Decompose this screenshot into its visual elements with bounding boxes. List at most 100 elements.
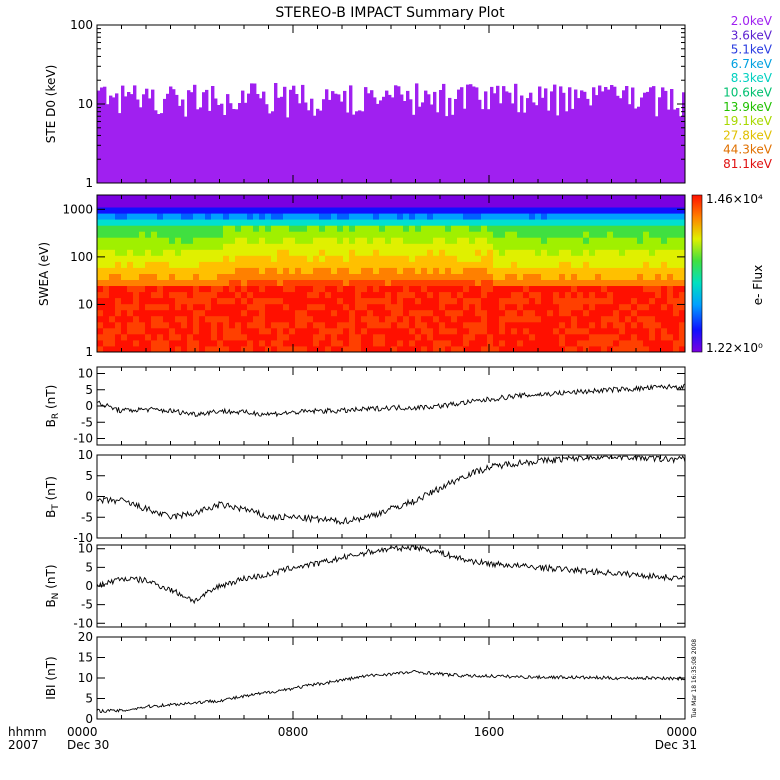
swea-cell	[541, 219, 548, 226]
swea-cell	[121, 201, 128, 208]
swea-cell	[517, 249, 524, 256]
swea-cell	[445, 303, 452, 311]
swea-cell	[643, 303, 650, 311]
swea-cell	[625, 327, 632, 335]
swea-cell	[433, 249, 440, 256]
swea-cell	[409, 195, 416, 202]
swea-cell	[169, 315, 176, 323]
swea-cell	[175, 213, 182, 220]
ste-bar	[121, 85, 125, 183]
swea-cell	[271, 339, 278, 347]
swea-cell	[367, 315, 374, 323]
swea-cell	[607, 333, 614, 341]
ste-bar	[466, 84, 470, 183]
swea-cell	[463, 346, 470, 353]
swea-cell	[265, 321, 272, 329]
swea-cell	[301, 309, 308, 317]
swea-cell	[187, 261, 194, 268]
swea-cell	[541, 339, 548, 347]
swea-cell	[547, 219, 554, 226]
swea-cell	[211, 333, 218, 341]
swea-cell	[217, 219, 224, 226]
ste-bar	[586, 98, 590, 183]
swea-cell	[529, 267, 536, 274]
swea-cell	[367, 195, 374, 202]
swea-cell	[565, 255, 572, 262]
swea-cell	[415, 195, 422, 202]
ste-bar	[325, 89, 329, 183]
swea-cell	[163, 297, 170, 305]
swea-cell	[661, 273, 668, 280]
swea-cell	[397, 207, 404, 214]
swea-cell	[595, 297, 602, 305]
swea-cell	[379, 339, 386, 347]
swea-cell	[199, 219, 206, 226]
swea-cell	[559, 315, 566, 323]
swea-cell	[517, 321, 524, 329]
swea-cell	[337, 285, 344, 293]
swea-cell	[379, 201, 386, 208]
swea-cell	[391, 333, 398, 341]
swea-cell	[559, 291, 566, 299]
swea-cell	[601, 255, 608, 262]
swea-cell	[421, 261, 428, 268]
swea-cell	[127, 237, 134, 244]
ste-bar	[595, 95, 599, 183]
swea-cell	[421, 219, 428, 226]
swea-cell	[223, 237, 230, 244]
swea-cell	[391, 231, 398, 238]
swea-cell	[307, 339, 314, 347]
swea-cell	[223, 201, 230, 208]
ste-bar	[178, 105, 182, 183]
swea-cell	[217, 201, 224, 208]
swea-cell	[385, 195, 392, 202]
swea-cell	[235, 267, 242, 274]
swea-cell	[253, 213, 260, 220]
swea-cell	[391, 237, 398, 244]
swea-cell	[313, 285, 320, 293]
swea-cell	[271, 225, 278, 232]
swea-cell	[355, 285, 362, 293]
swea-cell	[121, 309, 128, 317]
swea-cell	[157, 261, 164, 268]
swea-cell	[625, 249, 632, 256]
swea-cell	[451, 267, 458, 274]
swea-cell	[175, 321, 182, 329]
swea-cell	[133, 255, 140, 262]
swea-cell	[289, 303, 296, 311]
swea-cell	[511, 346, 518, 353]
swea-cell	[451, 219, 458, 226]
swea-cell	[355, 219, 362, 226]
swea-cell	[457, 333, 464, 341]
swea-cell	[643, 321, 650, 329]
swea-cell	[433, 255, 440, 262]
swea-cell	[199, 195, 206, 202]
swea-cell	[313, 237, 320, 244]
swea-cell	[163, 279, 170, 286]
swea-cell	[541, 207, 548, 214]
swea-cell	[367, 303, 374, 311]
swea-cell	[355, 309, 362, 317]
swea-cell	[367, 207, 374, 214]
swea-cell	[175, 346, 182, 353]
swea-cell	[355, 297, 362, 305]
swea-cell	[409, 346, 416, 353]
swea-cell	[475, 237, 482, 244]
ste-bar	[442, 83, 446, 183]
swea-cell	[235, 255, 242, 262]
swea-cell	[397, 243, 404, 250]
swea-cell	[493, 195, 500, 202]
swea-cell	[421, 279, 428, 286]
swea-cell	[283, 315, 290, 323]
swea-cell	[325, 201, 332, 208]
swea-cell	[133, 321, 140, 329]
swea-cell	[175, 309, 182, 317]
swea-cell	[535, 261, 542, 268]
swea-cell	[181, 279, 188, 286]
swea-cell	[337, 346, 344, 353]
swea-cell	[367, 285, 374, 293]
swea-cell	[415, 273, 422, 280]
swea-cell	[679, 195, 686, 202]
swea-cell	[427, 309, 434, 317]
swea-cell	[409, 291, 416, 299]
